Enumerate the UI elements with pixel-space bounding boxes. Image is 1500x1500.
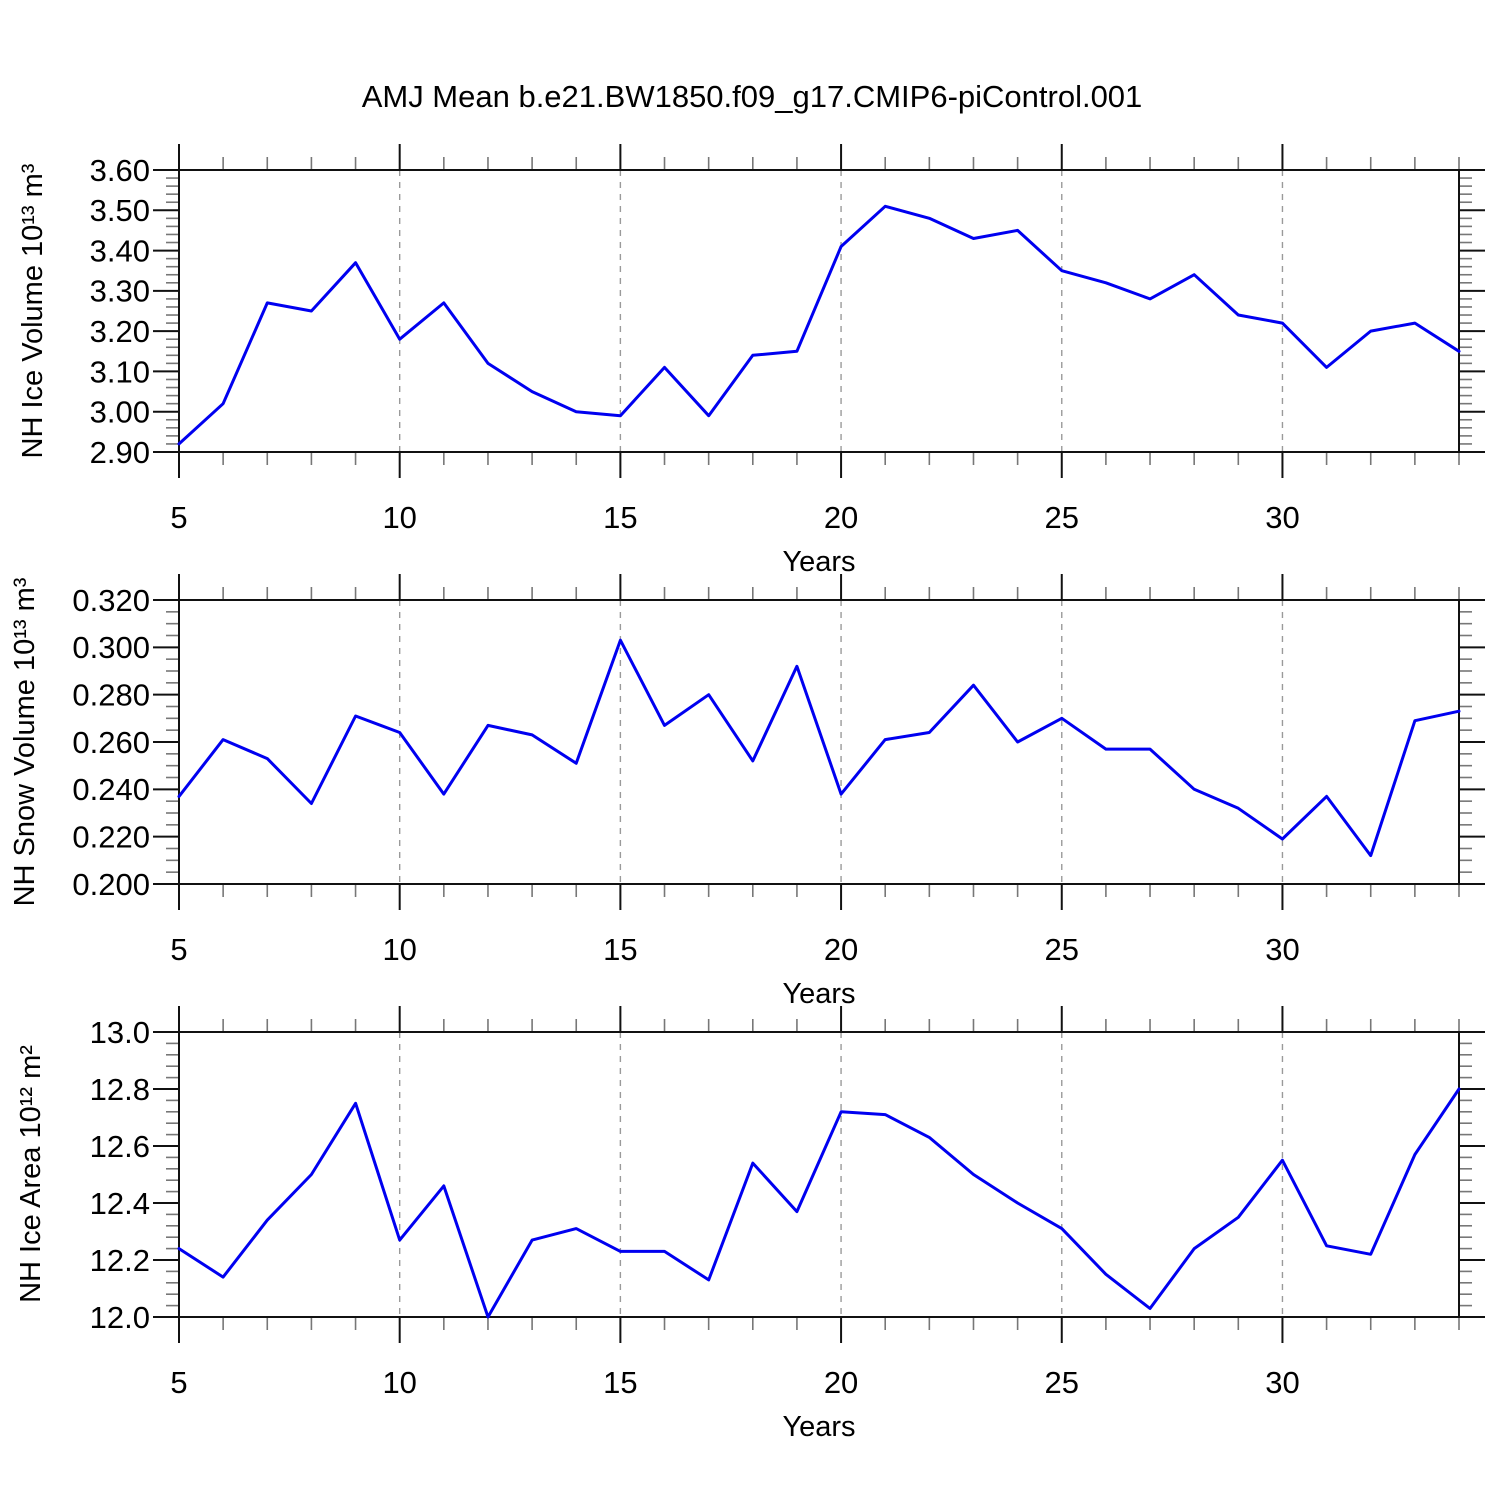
- x-tick-label: 5: [170, 1365, 187, 1400]
- y-tick-label: 0.220: [72, 820, 150, 855]
- y-axis-title-ice-area: NH Ice Area 10¹² m²: [15, 1045, 47, 1303]
- x-axis-title-years-2: Years: [782, 978, 855, 1010]
- y-tick-label: 12.8: [90, 1072, 150, 1107]
- x-axis-title-years-1: Years: [782, 546, 855, 578]
- y-tick-label: 3.00: [90, 395, 150, 430]
- y-tick-label: 0.280: [72, 678, 150, 713]
- y-tick-label: 0.200: [72, 867, 150, 902]
- x-tick-label: 5: [170, 500, 187, 535]
- y-tick-label: 3.60: [90, 153, 150, 188]
- x-tick-label: 20: [824, 1365, 858, 1400]
- x-tick-label: 20: [824, 932, 858, 967]
- x-tick-label: 15: [603, 932, 637, 967]
- y-tick-label: 13.0: [90, 1015, 150, 1050]
- y-tick-label: 0.260: [72, 725, 150, 760]
- snow-volume-plot-area: 0.320 0.300 0.280 0.260 0.240 0.220 0.200 5 10 15…: [72, 574, 1485, 967]
- plot-box: [178, 599, 1460, 885]
- x-tick-label: 30: [1265, 932, 1299, 967]
- snow-volume-chart: 0.320 0.300 0.280 0.260 0.240 0.220 0.200 5 10 15…: [9, 574, 1485, 1010]
- x-tick-label: 25: [1045, 932, 1079, 967]
- y-axis-title-ice-volume: NH Ice Volume 10¹³ m³: [17, 163, 49, 458]
- x-tick-label: 10: [382, 500, 416, 535]
- x-axis-title-years-3: Years: [782, 1411, 855, 1443]
- y-tick-label: 3.30: [90, 274, 150, 309]
- ice-area-plot-area: 13.0 12.8 12.6 12.4 12.2 12.0 5 10 15 20 25 30: [90, 1006, 1485, 1400]
- plot-box: [178, 169, 1460, 453]
- series-line-nh-snow-volume: [177, 638, 1461, 858]
- y-tick-label: 12.0: [90, 1300, 150, 1335]
- plot-box: [178, 1031, 1460, 1318]
- plot-title: AMJ Mean b.e21.BW1850.f09_g17.CMIP6-piCo…: [362, 79, 1143, 114]
- series-line-nh-ice-area: [177, 1087, 1461, 1319]
- ice-volume-plot-area: 3.60 3.50 3.40 3.30 3.20 3.10 3.00 2.90 5 10 15 20 2…: [90, 144, 1485, 535]
- x-tick-label: 10: [382, 1365, 416, 1400]
- y-tick-label: 3.10: [90, 354, 150, 389]
- y-tick-label: 0.300: [72, 630, 150, 665]
- y-tick-label: 12.6: [90, 1129, 150, 1164]
- series-line-nh-ice-volume: [177, 204, 1461, 446]
- y-axis-title-snow-volume: NH Snow Volume 10¹³ m³: [9, 577, 41, 906]
- y-tick-label: 2.90: [90, 435, 150, 470]
- x-tick-label: 30: [1265, 500, 1299, 535]
- x-tick-label: 15: [603, 500, 637, 535]
- y-tick-label: 12.2: [90, 1243, 150, 1278]
- ice-volume-chart: 3.60 3.50 3.40 3.30 3.20 3.10 3.00 2.90 5 10 15 20 2…: [17, 144, 1485, 578]
- y-tick-label: 0.320: [72, 583, 150, 618]
- x-tick-label: 25: [1045, 1365, 1079, 1400]
- x-tick-label: 5: [170, 932, 187, 967]
- ice-area-chart: 13.0 12.8 12.6 12.4 12.2 12.0 5 10 15 20 25 30 NH I…: [15, 1006, 1485, 1443]
- y-tick-label: 3.40: [90, 233, 150, 268]
- x-tick-label: 20: [824, 500, 858, 535]
- x-tick-label: 10: [382, 932, 416, 967]
- y-tick-label: 3.20: [90, 314, 150, 349]
- y-tick-label: 12.4: [90, 1186, 150, 1221]
- x-tick-label: 30: [1265, 1365, 1299, 1400]
- y-tick-label: 0.240: [72, 772, 150, 807]
- x-tick-label: 15: [603, 1365, 637, 1400]
- y-tick-label: 3.50: [90, 193, 150, 228]
- x-tick-label: 25: [1045, 500, 1079, 535]
